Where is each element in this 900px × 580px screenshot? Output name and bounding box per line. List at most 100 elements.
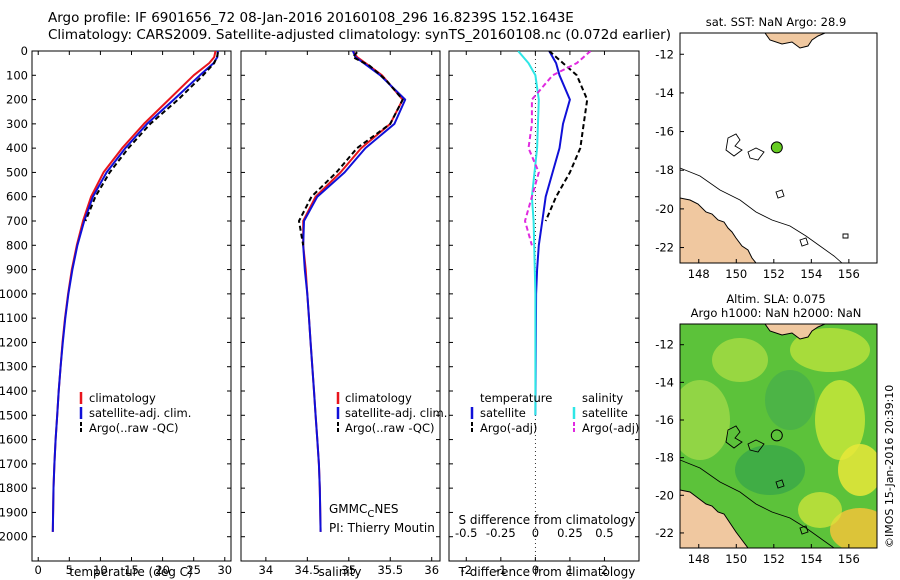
difference-x-tick-label: 0: [532, 563, 539, 577]
depth-tick-label: 1700: [0, 457, 28, 471]
difference-xlabel-top: S difference from climatology: [459, 513, 636, 527]
sla-map-ticks: 148 150 152 154 156 -12 -14 -16 -18 -20 -22: [655, 338, 860, 566]
salinity-series-group: [298, 51, 407, 532]
salinity-diff-tick-label: 0: [532, 526, 539, 540]
depth-tick-label: 500: [6, 165, 28, 179]
temperature-x-tick-label: 30: [217, 563, 232, 577]
salinity-legend: climatology satellite-adj. clim. Argo(..…: [336, 391, 447, 435]
willis-islet: [725, 133, 743, 157]
sla-field-patch: [798, 492, 842, 528]
difference-series-t-satellite: [534, 51, 571, 416]
pi-annotation: PI: Thierry Moutin: [329, 521, 435, 535]
difference-series-s-argo: [524, 51, 592, 246]
legend-argo-label: Argo(..raw -QC): [345, 421, 435, 435]
sla-field-patch: [680, 380, 730, 460]
salinity-diff-tick-label: 0.25: [557, 526, 583, 540]
temperature-x-tick-label: 25: [186, 563, 201, 577]
depth-tick-label: 200: [6, 93, 28, 107]
figure-title-line2: Climatology: CARS2009. Satellite-adjuste…: [48, 27, 671, 43]
depth-tick-label: 1900: [0, 505, 28, 519]
sst-map-lat-tick-label: -14: [655, 86, 674, 100]
coral-islet: [747, 147, 765, 161]
depth-tick-label: 1000: [0, 287, 28, 301]
depth-tick-label: 900: [6, 263, 28, 277]
legend-t-argo-label: Argo(-adj): [480, 421, 537, 435]
depth-tick-label: 800: [6, 238, 28, 252]
sst-map-lon-tick-label: 156: [838, 267, 860, 281]
salinity-panel-frame: [240, 50, 441, 562]
depth-tick-label: 1100: [0, 311, 28, 325]
sst-map-frame: [679, 32, 878, 264]
legend-s-argo-label: Argo(-adj): [582, 421, 639, 435]
legend-t-satellite-label: satellite: [480, 406, 526, 420]
australia-land: [680, 489, 749, 548]
sla-map-lat-tick-label: -20: [655, 488, 674, 502]
sla-field-patch: [838, 444, 877, 496]
sla-map-lat-tick-label: -16: [655, 413, 674, 427]
depth-tick-label: 300: [6, 117, 28, 131]
sla-field-patch: [765, 370, 815, 430]
salinity-x-tick-label: 35: [341, 563, 356, 577]
depth-tick-label: 400: [6, 141, 28, 155]
sst-map-lat-tick-label: -12: [655, 47, 674, 61]
sst-map-title: sat. SST: NaN Argo: 28.9: [706, 15, 847, 29]
salinity-x-tick-label: 35.5: [377, 563, 403, 577]
sla-map-lat-tick-label: -22: [655, 526, 674, 540]
temperature-series-argo: [84, 52, 219, 222]
salinity-diff-tick-label: -0.25: [486, 526, 516, 540]
reef-islet: [775, 479, 785, 489]
sla-field-patch: [790, 328, 870, 372]
depth-tick-label: 1800: [0, 481, 28, 495]
legend-argo-label: Argo(..raw -QC): [89, 421, 179, 435]
reef-islet: [799, 237, 809, 247]
willis-islet: [725, 425, 743, 449]
salinity-xlabel: salinity: [318, 565, 361, 579]
sla-map-lon-tick-label: 156: [838, 552, 860, 566]
difference-legend: temperature satellite Argo(-adj) salinit…: [470, 391, 639, 435]
sla-map-lat-tick-label: -12: [655, 338, 674, 352]
argo-position-marker: [770, 141, 783, 154]
sst-map-lat-tick-label: -18: [655, 163, 674, 177]
difference-xlabel: T difference from climatology: [458, 565, 636, 579]
sla-field-patch: [815, 380, 865, 460]
depth-tick-label: 1500: [0, 408, 28, 422]
depth-tick-label: 1400: [0, 384, 28, 398]
sla-map-lon-tick-label: 150: [725, 552, 747, 566]
sla-map-lat-tick-label: -18: [655, 451, 674, 465]
salinity-x-tick-label: 36: [424, 563, 439, 577]
temperature-xlabel: temperature (deg C): [69, 565, 192, 579]
difference-series-t-argo: [544, 51, 589, 222]
sla-map-lon-tick-label: 148: [688, 552, 710, 566]
salinity-diff-tick-label: -0.5: [455, 526, 477, 540]
sla-map-lon-tick-label: 152: [763, 552, 785, 566]
depth-tick-label: 0: [21, 44, 28, 58]
temperature-x-tick-label: 20: [155, 563, 170, 577]
legend-salinity-title: salinity: [582, 391, 623, 405]
difference-x-tick-label: 1: [566, 563, 573, 577]
sla-map-frame: [679, 323, 878, 549]
legend-climatology-label: climatology: [89, 391, 156, 405]
imos-credit: ©IMOS 15-Jan-2016 20:39:10: [883, 385, 896, 548]
temperature-x-tick-label: 15: [124, 563, 139, 577]
depth-tick-label: 100: [6, 68, 28, 82]
depth-tick-label: 1300: [0, 360, 28, 374]
sst-map-lon-tick-label: 154: [800, 267, 822, 281]
sla-map-title-line1: Altim. SLA: 0.075: [726, 292, 825, 306]
difference-panel-frame: [448, 50, 640, 562]
gmmc-annotation: GMMCCNES: [329, 502, 399, 520]
depth-tick-label: 1200: [0, 335, 28, 349]
sla-map: [680, 324, 877, 548]
australia-land: [680, 197, 757, 263]
reef-outline: [680, 167, 843, 263]
legend-s-satellite-label: satellite: [582, 406, 628, 420]
png-coast: [764, 324, 826, 340]
temperature-x-tick-label: 10: [93, 563, 108, 577]
figure-title-line1: Argo profile: IF 6901656_72 08-Jan-2016 …: [48, 10, 574, 26]
depth-tick-label: 2000: [0, 530, 28, 544]
difference-x-tick-label: 2: [601, 563, 608, 577]
reef-islet: [799, 525, 809, 535]
legend-satellite-label: satellite-adj. clim.: [345, 406, 447, 420]
salinity-series-argo: [298, 51, 404, 246]
depth-tick-label: 700: [6, 214, 28, 228]
